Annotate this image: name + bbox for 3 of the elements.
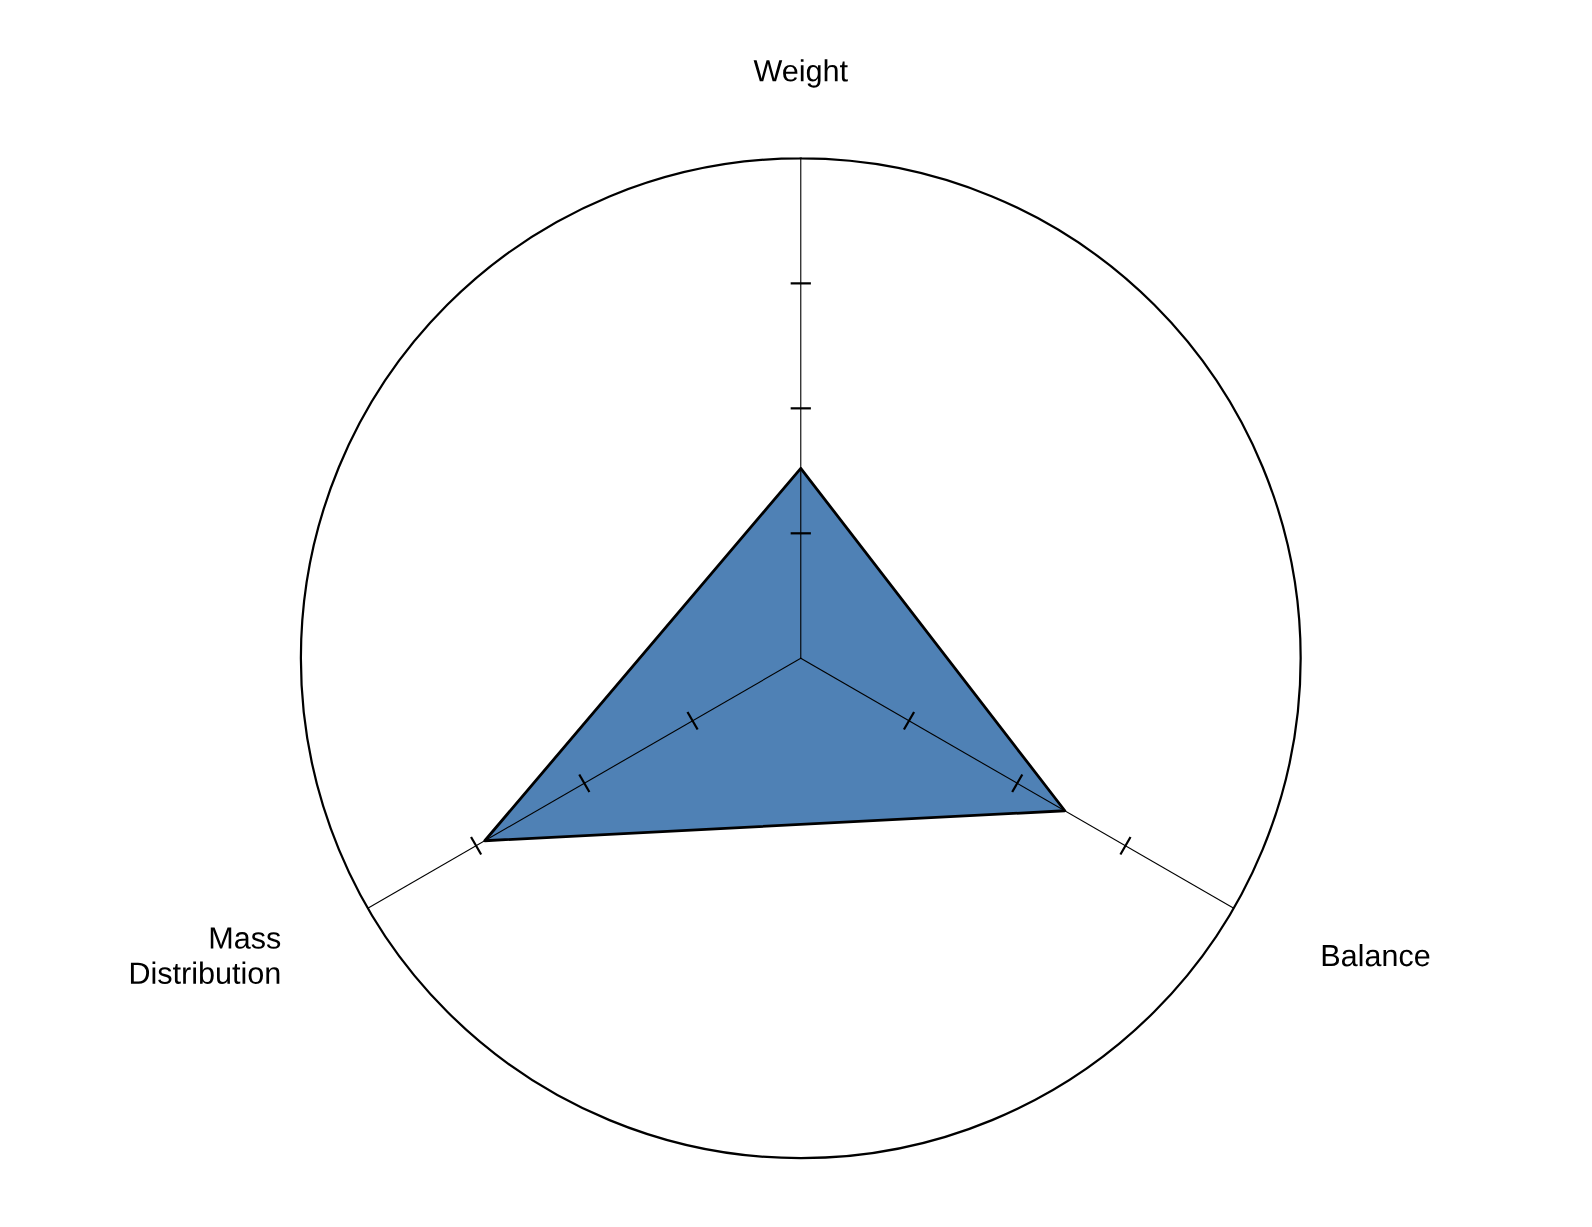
spoke-label: Mass Distribution xyxy=(130,927,281,984)
spoke-label: Weight xyxy=(753,59,848,88)
spoke-label: Balance xyxy=(1322,943,1430,967)
